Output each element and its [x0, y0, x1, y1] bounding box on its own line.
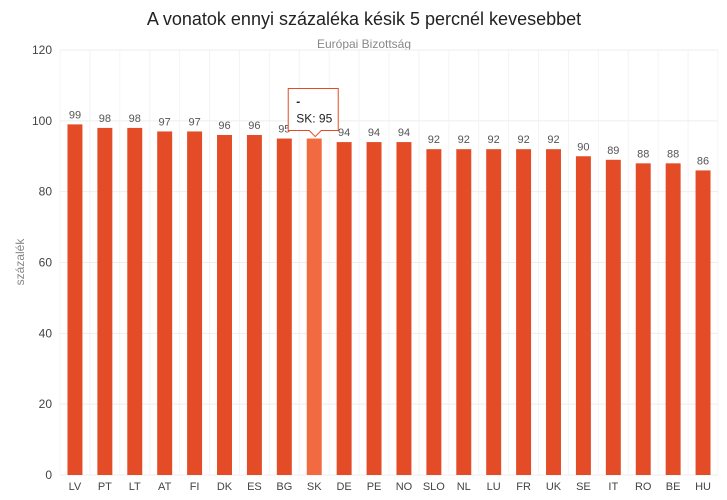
data-label: 92 — [488, 134, 500, 146]
data-label: 88 — [667, 148, 679, 160]
data-label: 92 — [458, 134, 470, 146]
x-tick-label: LV — [69, 481, 82, 493]
x-tick-label: SE — [576, 481, 591, 493]
bar-hu[interactable] — [695, 170, 711, 475]
data-label: 97 — [159, 116, 171, 128]
data-label: 92 — [428, 134, 440, 146]
data-label: 92 — [517, 134, 529, 146]
chart-subtitle: Európai Bizottság — [317, 37, 411, 51]
data-label: 99 — [69, 109, 81, 121]
x-tick-label: RO — [635, 481, 652, 493]
x-tick-label: DK — [217, 481, 233, 493]
data-label: 98 — [129, 113, 141, 125]
bar-pt[interactable] — [97, 127, 113, 476]
bar-lu[interactable] — [486, 149, 502, 475]
x-tick-label: SK — [307, 481, 322, 493]
data-label: 95 — [278, 124, 290, 136]
data-label: 92 — [547, 134, 559, 146]
bar-sk[interactable] — [306, 138, 322, 475]
y-tick-label: 40 — [39, 326, 53, 340]
y-axis-title: százalék — [13, 238, 27, 286]
x-tick-label: BE — [666, 481, 681, 493]
x-tick-label: SLO — [423, 481, 445, 493]
data-label: 97 — [188, 116, 200, 128]
grid-lines — [59, 49, 719, 476]
bar-pe[interactable] — [366, 142, 382, 476]
x-tick-label: PE — [367, 481, 382, 493]
data-labels: 99 98 98 97 97 96 96 95 94 94 94 92 92 92 92 92 90 89 88 88… — [69, 109, 709, 167]
tooltip-title: - — [296, 95, 300, 109]
y-tick-label: 20 — [39, 397, 53, 411]
chart-title: A vonatok ennyi százaléka késik 5 percné… — [147, 9, 581, 29]
x-tick-label: DE — [336, 481, 351, 493]
y-tick-label: 60 — [39, 256, 53, 270]
x-tick-label: AT — [158, 481, 172, 493]
data-label: 86 — [697, 155, 709, 167]
bar-uk[interactable] — [546, 149, 561, 475]
tooltip-text: SK: 95 — [296, 112, 332, 126]
x-tick-label: IT — [608, 481, 618, 493]
bar-nl[interactable] — [456, 149, 472, 475]
x-tick-label: UK — [546, 481, 562, 493]
x-tick-label: ES — [247, 481, 262, 493]
bar-at[interactable] — [157, 131, 173, 476]
bar-de[interactable] — [336, 142, 352, 476]
bar-be[interactable] — [665, 163, 681, 476]
data-label: 98 — [99, 113, 111, 125]
x-tick-label: NL — [457, 481, 471, 493]
data-label: 96 — [248, 120, 260, 132]
x-tick-label: FR — [516, 481, 531, 493]
bar-fr[interactable] — [516, 149, 532, 475]
bar-no[interactable] — [396, 142, 412, 476]
bar-ro[interactable] — [635, 163, 651, 476]
bar-se[interactable] — [575, 156, 591, 475]
x-tick-label: FI — [190, 481, 200, 493]
tooltip-box — [287, 88, 339, 138]
bar-slo[interactable] — [426, 149, 442, 475]
tooltip: - SK: 95 — [287, 88, 339, 138]
x-tick-label: HU — [695, 481, 711, 493]
bar-es[interactable] — [246, 135, 262, 475]
data-label: 96 — [218, 120, 230, 132]
y-tick-label: 120 — [32, 43, 52, 57]
y-tick-label: 80 — [39, 185, 53, 199]
data-label: 90 — [577, 141, 589, 153]
x-tick-label: NO — [396, 481, 413, 493]
x-axis-ticks: LV PT LT AT FI DK ES BG SK DE PE NO SLO NL LU FR UK SE IT R… — [69, 481, 711, 493]
bar-lt[interactable] — [127, 127, 143, 476]
bar-it[interactable] — [605, 159, 621, 475]
data-label: 94 — [398, 127, 410, 139]
data-label: 94 — [338, 127, 350, 139]
bar-fi[interactable] — [187, 131, 203, 476]
x-tick-label: BG — [276, 481, 292, 493]
data-label: 88 — [637, 148, 649, 160]
bar-dk[interactable] — [217, 135, 232, 475]
bars — [67, 124, 711, 476]
y-tick-label: 0 — [45, 468, 52, 482]
x-tick-label: PT — [98, 481, 112, 493]
data-label: 89 — [607, 145, 619, 157]
data-label: 94 — [368, 127, 380, 139]
x-tick-label: LU — [487, 481, 501, 493]
bar-lv[interactable] — [67, 124, 83, 475]
x-tick-label: LT — [129, 481, 141, 493]
y-tick-label: 100 — [32, 114, 52, 128]
y-axis-ticks: 0 20 40 60 80 100 120 — [32, 43, 52, 482]
bar-bg[interactable] — [276, 138, 292, 475]
